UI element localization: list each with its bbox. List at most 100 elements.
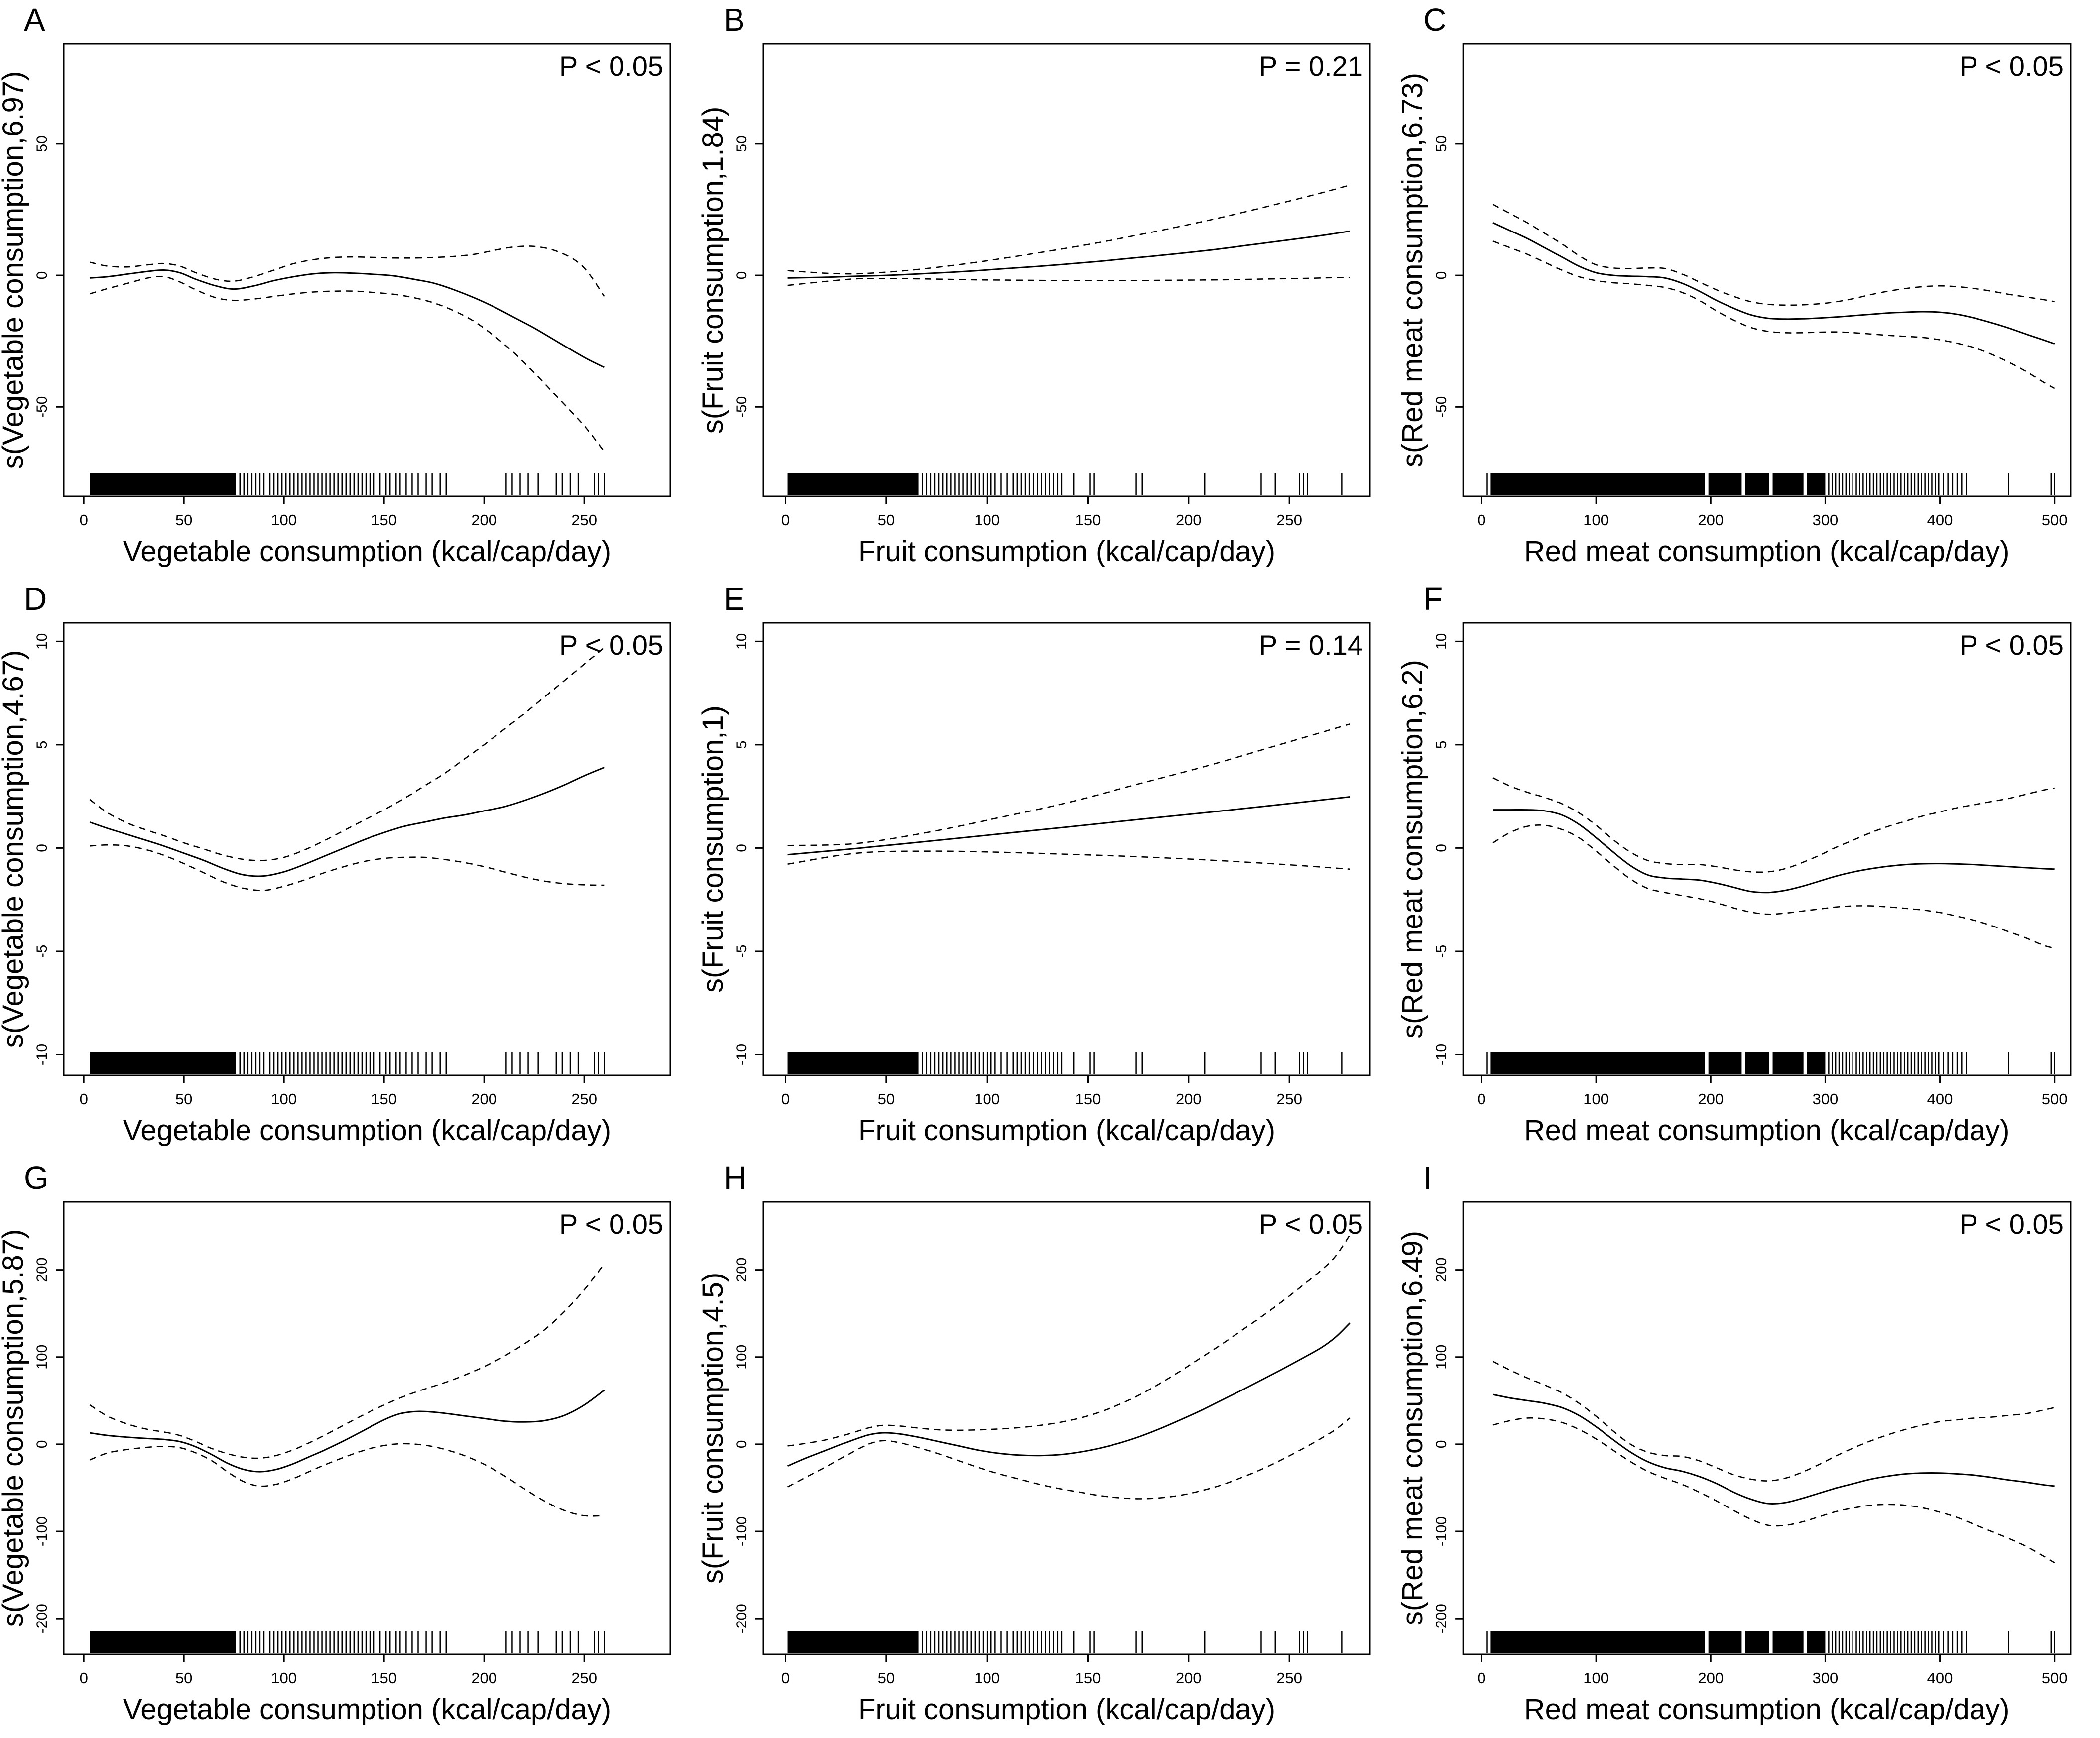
x-tick-label: 100 <box>974 1669 1000 1687</box>
x-tick-label: 500 <box>2042 1090 2068 1108</box>
y-axis-title: s(Red meat consumption,6.73) <box>1399 73 1429 467</box>
panel-i: I 0 100 200 300 400 500 200 100 0 -100 -200 Red meat… <box>1399 1158 2100 1737</box>
x-tick-label: 250 <box>571 1090 597 1108</box>
y-tick-label: -10 <box>734 1044 750 1065</box>
rug-solid-band <box>1807 1052 1826 1074</box>
x-tick-label: 200 <box>471 1090 497 1108</box>
rug-solid-band <box>90 1631 236 1653</box>
x-tick-label: 300 <box>1813 1090 1839 1108</box>
panel-letter: D <box>24 581 47 617</box>
lower-ci-curve <box>787 277 1350 286</box>
rug-solid-band <box>1807 1631 1826 1653</box>
y-tick-label: 5 <box>734 741 750 749</box>
panel-letter: H <box>724 1160 746 1196</box>
y-tick-label: 200 <box>34 1258 50 1282</box>
upper-ci-curve <box>1492 777 2055 873</box>
panel-b-chart: B 0 50 100 150 200 250 50 0 -50 Fruit consumption … <box>700 2 1371 568</box>
panel-letter: E <box>724 581 745 617</box>
panel-g-chart: G 0 50 100 150 200 250 200 100 0 -100 -200 Vegetable… <box>0 1160 671 1726</box>
y-axis-title: s(Fruit consumption,1.84) <box>700 107 729 434</box>
plot-box <box>63 1201 671 1655</box>
fit-curve <box>89 767 605 877</box>
panel-b: B 0 50 100 150 200 250 50 0 -50 Fruit consumption … <box>700 0 1399 579</box>
upper-ci-curve <box>90 245 605 297</box>
y-axis-title: s(Fruit consumption,1) <box>700 705 729 993</box>
x-axis-title: Vegetable consumption (kcal/cap/day) <box>123 535 611 568</box>
y-tick-label: 10 <box>34 633 50 650</box>
panel-c: C 0 100 200 300 400 500 50 0 -50 Red meat consumpt… <box>1399 0 2100 579</box>
rug-solid-band <box>1708 1052 1742 1074</box>
upper-ci-curve <box>787 184 1350 275</box>
x-tick-label: 150 <box>1075 511 1101 529</box>
lower-ci-curve <box>1492 1417 2055 1564</box>
panel-a: A 0 50 100 150 200 250 50 0 -50 Vegetable consumpt… <box>0 0 700 579</box>
y-tick-label: 50 <box>734 135 750 152</box>
x-tick-label: 200 <box>1698 1669 1724 1687</box>
y-axis-title: s(Vegetable consumption,5.87) <box>0 1229 29 1627</box>
x-tick-label: 50 <box>878 511 895 529</box>
y-tick-label: -5 <box>734 945 750 958</box>
upper-ci-curve <box>787 1234 1351 1447</box>
rug-solid-band <box>1772 1052 1804 1074</box>
x-tick-label: 200 <box>471 1669 497 1687</box>
lower-ci-curve <box>90 844 605 891</box>
y-axis-title: s(Red meat consumption,6.2) <box>1399 660 1429 1039</box>
x-tick-label: 100 <box>271 511 297 529</box>
p-value-label: P < 0.05 <box>1960 629 2064 661</box>
x-tick-label: 100 <box>1583 1090 1609 1108</box>
x-tick-label: 250 <box>571 511 597 529</box>
p-value-label: P = 0.21 <box>1259 50 1363 82</box>
fit-curve <box>787 1322 1351 1467</box>
lower-ci-curve <box>1492 824 2055 949</box>
panel-f-chart: F 0 100 200 300 400 500 10 5 0 -5 -10 Red meat consu… <box>1399 581 2072 1147</box>
x-tick-label: 200 <box>1698 1090 1724 1108</box>
rug-solid-band <box>1745 1631 1769 1653</box>
y-tick-label: 0 <box>1433 1440 1450 1449</box>
y-tick-label: -50 <box>34 396 50 418</box>
x-tick-label: 150 <box>1075 1669 1101 1687</box>
y-tick-label: 5 <box>1433 741 1450 749</box>
panel-letter: I <box>1423 1160 1432 1196</box>
x-tick-label: 50 <box>175 511 192 529</box>
x-tick-label: 50 <box>878 1090 895 1108</box>
p-value-label: P < 0.05 <box>1960 50 2064 82</box>
panel-g: G 0 50 100 150 200 250 200 100 0 -100 -200 Vegetable… <box>0 1158 700 1737</box>
x-tick-label: 200 <box>471 511 497 529</box>
y-tick-label: 200 <box>734 1258 750 1282</box>
x-tick-label: 300 <box>1813 1669 1839 1687</box>
y-tick-label: 50 <box>1433 135 1450 152</box>
plot-box <box>1462 622 2072 1076</box>
y-tick-label: 10 <box>1433 633 1450 650</box>
y-tick-label: 100 <box>34 1345 50 1370</box>
x-tick-label: 50 <box>878 1669 895 1687</box>
panel-letter: B <box>724 2 745 38</box>
y-axis-title: s(Vegetable consumption,6.97) <box>0 71 29 469</box>
x-tick-label: 200 <box>1176 1669 1202 1687</box>
panel-letter: F <box>1423 581 1443 617</box>
y-axis-title: s(Red meat consumption,6.49) <box>1399 1231 1429 1625</box>
x-tick-label: 0 <box>1477 1669 1485 1687</box>
x-tick-label: 100 <box>974 511 1000 529</box>
x-tick-label: 100 <box>1583 511 1609 529</box>
panel-h: H 0 50 100 150 200 250 200 100 0 -100 -200 Fruit con… <box>700 1158 1399 1737</box>
x-axis-title: Red meat consumption (kcal/cap/day) <box>1524 1693 2010 1726</box>
p-value-label: P < 0.05 <box>559 1208 663 1240</box>
x-tick-label: 100 <box>1583 1669 1609 1687</box>
x-tick-label: 250 <box>571 1669 597 1687</box>
x-tick-label: 100 <box>271 1669 297 1687</box>
y-tick-label: 50 <box>34 135 50 152</box>
y-tick-label: 0 <box>734 844 750 852</box>
panel-letter: C <box>1423 2 1446 38</box>
fit-curve <box>90 269 605 368</box>
x-tick-label: 100 <box>271 1090 297 1108</box>
x-tick-label: 400 <box>1927 1669 1953 1687</box>
fit-curve <box>1493 809 2055 894</box>
x-tick-label: 250 <box>1276 1090 1302 1108</box>
y-tick-label: -5 <box>34 945 50 958</box>
y-tick-label: 200 <box>1433 1258 1450 1282</box>
lower-ci-curve <box>787 850 1350 870</box>
y-tick-label: 0 <box>734 271 750 280</box>
y-tick-label: 100 <box>1433 1345 1450 1370</box>
